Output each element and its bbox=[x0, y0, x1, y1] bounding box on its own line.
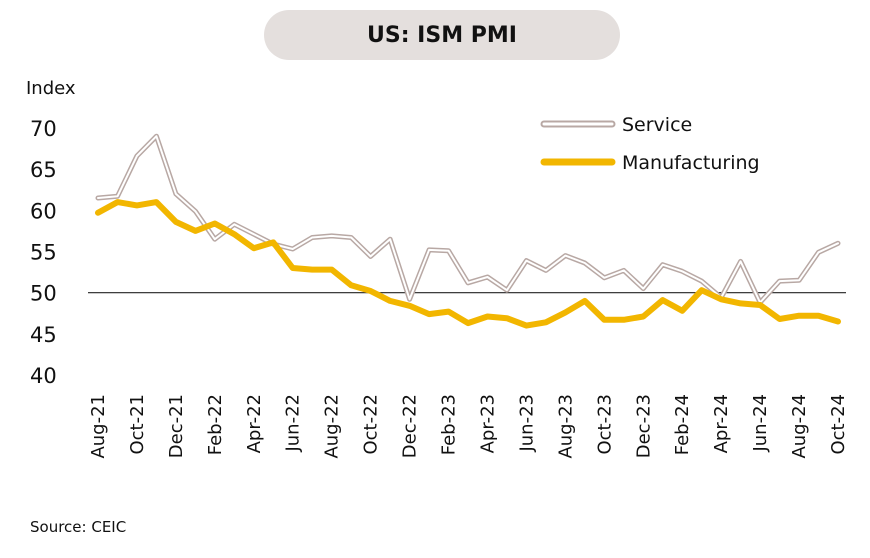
y-tick-label: 55 bbox=[30, 241, 57, 265]
y-tick-label: 70 bbox=[30, 117, 57, 141]
y-axis-label: Index bbox=[26, 78, 76, 99]
x-tick-label: Dec-21 bbox=[166, 394, 187, 458]
x-tick-label: Apr-22 bbox=[244, 394, 265, 453]
x-tick-label: Apr-24 bbox=[711, 394, 732, 453]
service-series-line bbox=[97, 135, 839, 304]
x-tick-label: Feb-24 bbox=[672, 394, 693, 455]
x-tick-label: Aug-22 bbox=[322, 394, 343, 459]
x-tick-label: Jun-23 bbox=[516, 394, 537, 453]
chart-title-pill: US: ISM PMI bbox=[264, 10, 620, 60]
source-note: Source: CEIC bbox=[30, 518, 127, 536]
x-tick-label: Oct-22 bbox=[361, 394, 382, 455]
x-tick-label: Aug-21 bbox=[88, 394, 109, 459]
y-tick-label: 50 bbox=[30, 282, 57, 306]
x-tick-label: Feb-22 bbox=[205, 394, 226, 455]
x-tick-label: Oct-23 bbox=[594, 394, 615, 455]
legend: Service Manufacturing bbox=[540, 114, 760, 174]
x-tick-label: Jun-22 bbox=[283, 394, 304, 453]
x-tick-label: Dec-23 bbox=[633, 394, 654, 458]
legend-service-label: Service bbox=[622, 114, 692, 136]
y-tick-label: 45 bbox=[30, 323, 57, 347]
x-tick-label: Dec-22 bbox=[400, 394, 421, 458]
x-tick-label: Aug-23 bbox=[555, 394, 576, 459]
manufacturing-series-line bbox=[95, 199, 841, 329]
x-tick-label: Oct-24 bbox=[828, 394, 849, 455]
x-tick-label: Aug-24 bbox=[789, 394, 810, 459]
y-tick-label: 65 bbox=[30, 158, 57, 182]
y-tick-label: 40 bbox=[30, 364, 57, 388]
chart-title: US: ISM PMI bbox=[367, 22, 517, 48]
y-tick-label: 60 bbox=[30, 199, 57, 223]
x-tick-label: Jun-24 bbox=[750, 394, 771, 453]
legend-manufacturing-label: Manufacturing bbox=[622, 152, 760, 174]
x-tick-label: Oct-21 bbox=[127, 394, 148, 455]
x-tick-label: Apr-23 bbox=[477, 394, 498, 453]
x-tick-label: Feb-23 bbox=[439, 394, 460, 455]
